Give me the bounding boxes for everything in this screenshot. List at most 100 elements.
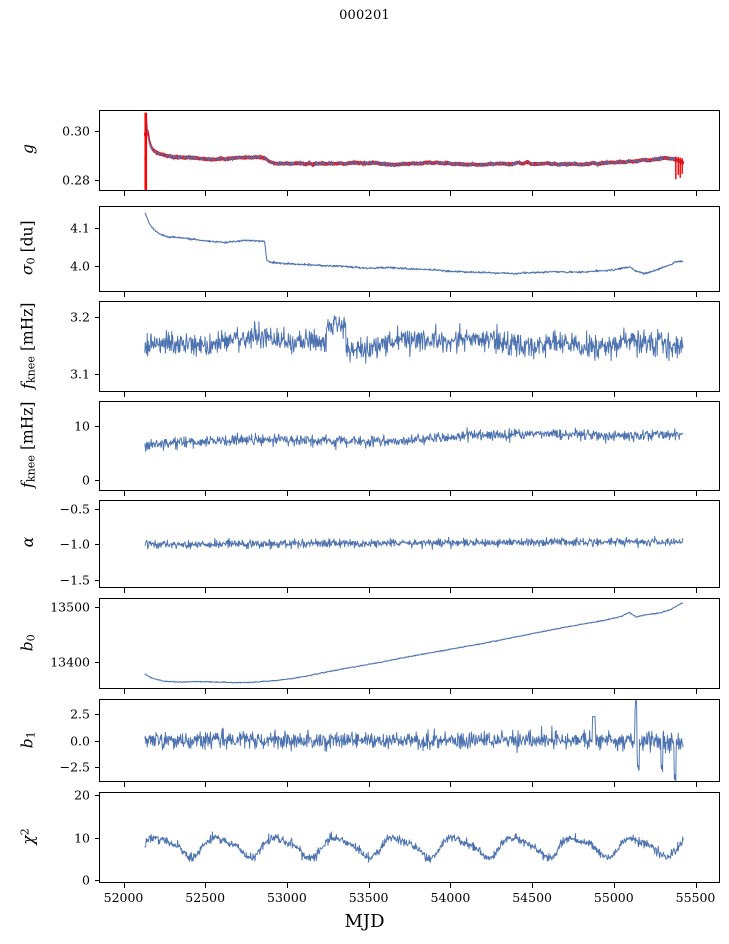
y-tick-label: 0 xyxy=(82,472,90,488)
x-tick-mark xyxy=(205,883,207,888)
y-tick-mark xyxy=(94,606,99,608)
x-tick-mark xyxy=(613,689,615,694)
y-tick-label: 3.1 xyxy=(70,366,90,382)
y-tick-label: −2.5 xyxy=(59,759,90,775)
y-tick-mark xyxy=(94,713,99,715)
y-tick-mark xyxy=(94,662,99,664)
x-tick-mark xyxy=(205,588,207,593)
x-tick-mark xyxy=(368,292,370,297)
gain-raw-line xyxy=(144,116,684,169)
figure-title: 000201 xyxy=(339,8,390,23)
x-tick-mark xyxy=(532,392,534,397)
y-tick-mark xyxy=(94,767,99,769)
y-tick-mark xyxy=(94,316,99,318)
y-tick-label: 0 xyxy=(82,872,90,888)
y-tick-label: 0.30 xyxy=(62,123,90,139)
y-tick-mark xyxy=(94,579,99,581)
x-tick-mark xyxy=(205,392,207,397)
x-tick-mark xyxy=(368,689,370,694)
x-tick-label: 52500 xyxy=(185,890,226,905)
x-tick-mark xyxy=(695,588,697,593)
x-tick-label: 53000 xyxy=(267,890,307,905)
x-tick-mark xyxy=(532,782,534,787)
plot-panel-sigma0 xyxy=(99,206,720,292)
b1-line xyxy=(144,700,684,781)
y-tick-mark xyxy=(94,740,99,742)
x-tick-mark xyxy=(450,588,452,593)
x-tick-label: 52000 xyxy=(103,890,144,905)
x-tick-mark xyxy=(368,191,370,196)
x-tick-mark xyxy=(286,588,288,593)
x-tick-mark xyxy=(450,392,452,397)
x-tick-mark xyxy=(450,292,452,297)
x-tick-mark xyxy=(695,782,697,787)
y-tick-label: 0.0 xyxy=(70,733,90,748)
x-tick-mark xyxy=(123,588,125,593)
x-tick-mark xyxy=(123,883,125,888)
x-tick-mark xyxy=(205,491,207,496)
x-tick-mark xyxy=(695,491,697,496)
x-tick-mark xyxy=(368,782,370,787)
x-tick-mark xyxy=(695,883,697,888)
x-tick-mark xyxy=(532,689,534,694)
y-axis-label-chi2: χ2 xyxy=(18,827,38,845)
x-tick-mark xyxy=(695,392,697,397)
sigma0-line xyxy=(144,212,684,275)
y-tick-mark xyxy=(94,130,99,132)
y-tick-label: 10 xyxy=(74,830,90,845)
x-tick-mark xyxy=(205,782,207,787)
y-tick-label: −1.5 xyxy=(59,572,90,587)
y-tick-mark xyxy=(94,508,99,510)
x-tick-mark xyxy=(205,292,207,297)
y-tick-label: −0.5 xyxy=(59,501,90,516)
chi2-line xyxy=(144,831,684,863)
y-tick-mark xyxy=(94,373,99,375)
x-tick-mark xyxy=(695,191,697,196)
alpha-line xyxy=(144,535,684,550)
y-tick-mark xyxy=(94,544,99,545)
x-axis-label: MJD xyxy=(344,911,385,932)
plot-panel-alpha_knee xyxy=(99,401,720,491)
y-tick-mark xyxy=(94,480,99,482)
x-tick-mark xyxy=(368,588,370,593)
y-tick-label: 2.5 xyxy=(70,706,90,722)
y-tick-label: 10 xyxy=(74,418,90,433)
x-tick-mark xyxy=(532,588,534,593)
y-tick-mark xyxy=(94,180,99,181)
x-tick-mark xyxy=(613,392,615,397)
x-tick-mark xyxy=(613,588,615,593)
x-tick-mark xyxy=(450,782,452,787)
y-tick-label: −1.0 xyxy=(59,536,90,552)
x-tick-mark xyxy=(532,883,534,888)
x-tick-mark xyxy=(450,191,452,196)
x-tick-mark xyxy=(286,883,288,888)
x-tick-mark xyxy=(286,292,288,297)
y-tick-label: 20 xyxy=(74,787,90,803)
y-tick-mark xyxy=(94,795,99,797)
plot-panel-b1 xyxy=(99,699,720,782)
x-tick-mark xyxy=(123,392,125,397)
plot-panel-alpha xyxy=(99,500,720,588)
x-tick-mark xyxy=(286,689,288,694)
b0-line xyxy=(144,602,684,684)
y-tick-label: 13500 xyxy=(50,599,90,615)
plot-panel-fknee xyxy=(99,301,720,392)
y-tick-mark xyxy=(94,228,99,230)
x-tick-mark xyxy=(205,191,207,196)
x-tick-mark xyxy=(450,883,452,888)
x-tick-mark xyxy=(532,292,534,297)
x-tick-label: 54500 xyxy=(512,890,552,905)
x-tick-mark xyxy=(123,491,125,496)
x-tick-mark xyxy=(695,292,697,297)
x-tick-mark xyxy=(613,491,615,496)
x-tick-mark xyxy=(286,782,288,787)
x-tick-mark xyxy=(613,883,615,888)
x-tick-mark xyxy=(613,191,615,196)
x-tick-label: 53500 xyxy=(348,890,389,905)
alpha_knee-line xyxy=(144,427,684,452)
x-tick-label: 55000 xyxy=(593,890,634,905)
plot-panel-gain xyxy=(99,110,720,191)
x-tick-mark xyxy=(532,491,534,496)
x-tick-mark xyxy=(286,392,288,397)
